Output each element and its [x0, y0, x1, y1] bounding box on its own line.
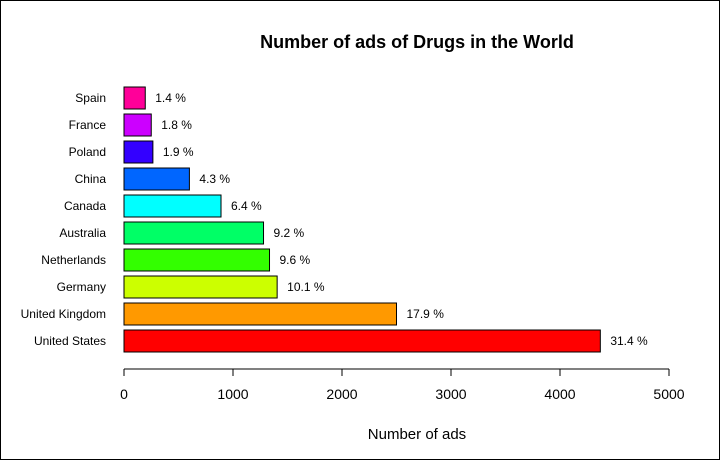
- category-label: China: [75, 172, 107, 186]
- value-label: 1.9 %: [163, 145, 194, 159]
- x-tick-label: 4000: [544, 386, 575, 402]
- category-label: Canada: [64, 199, 106, 213]
- category-label: Spain: [75, 91, 106, 105]
- category-labels: Spain France Poland China Canada Australia Net…: [21, 91, 107, 348]
- bar-france: [123, 113, 152, 137]
- x-tick-label: 0: [120, 386, 128, 402]
- value-label: 31.4 %: [610, 334, 648, 348]
- category-label: United States: [34, 334, 106, 348]
- bars-group: [123, 86, 601, 353]
- value-label: 4.3 %: [199, 172, 230, 186]
- bar-united-states: [123, 329, 601, 353]
- bar-australia: [123, 221, 265, 245]
- x-axis-title: Number of ads: [368, 426, 466, 443]
- bar-netherlands: [123, 248, 271, 272]
- chart-title: Number of ads of Drugs in the World: [260, 32, 574, 52]
- x-tick-label: 3000: [435, 386, 466, 402]
- x-tick-label: 5000: [653, 386, 684, 402]
- value-label: 17.9 %: [407, 307, 445, 321]
- x-tick-label: 2000: [326, 386, 357, 402]
- value-label: 1.4 %: [155, 91, 186, 105]
- value-label: 1.8 %: [161, 118, 192, 132]
- value-label: 9.2 %: [274, 226, 305, 240]
- x-axis: 0 1000 2000 3000 4000 5000: [120, 368, 685, 402]
- category-label: United Kingdom: [21, 307, 106, 321]
- category-label: Netherlands: [41, 253, 106, 267]
- bar-canada: [123, 194, 222, 218]
- bar-germany: [123, 275, 278, 299]
- value-label: 6.4 %: [231, 199, 262, 213]
- category-label: Germany: [57, 280, 106, 294]
- value-labels: 1.4 % 1.8 % 1.9 % 4.3 %6.4 % 9.2 % 9.6 % 10.1 …: [155, 91, 648, 348]
- bar-united-kingdom: [123, 302, 397, 326]
- value-label: 10.1 %: [287, 280, 325, 294]
- bar-spain: [123, 86, 146, 110]
- category-label: Poland: [69, 145, 106, 159]
- category-label: France: [69, 118, 107, 132]
- value-label: 9.6 %: [280, 253, 311, 267]
- category-label: Australia: [59, 226, 106, 240]
- bar-china: [123, 167, 190, 191]
- bar-poland: [123, 140, 154, 164]
- x-tick-label: 1000: [217, 386, 248, 402]
